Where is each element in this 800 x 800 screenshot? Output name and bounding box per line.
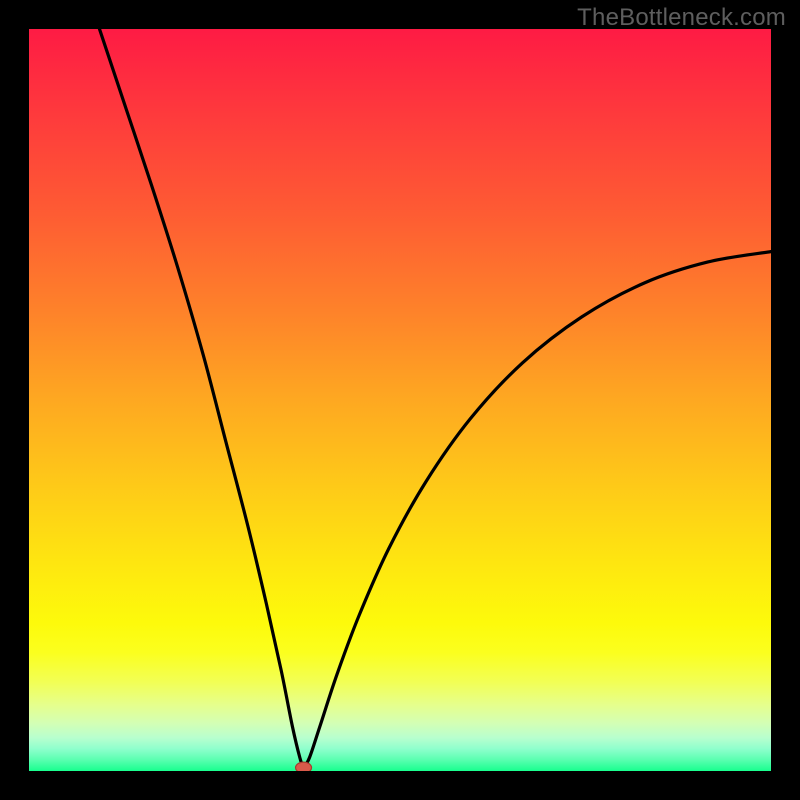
chart-svg bbox=[29, 29, 771, 771]
optimal-point-marker bbox=[296, 762, 312, 771]
chart-frame: TheBottleneck.com bbox=[0, 0, 800, 800]
gradient-background bbox=[29, 29, 771, 771]
watermark-text: TheBottleneck.com bbox=[577, 4, 786, 32]
